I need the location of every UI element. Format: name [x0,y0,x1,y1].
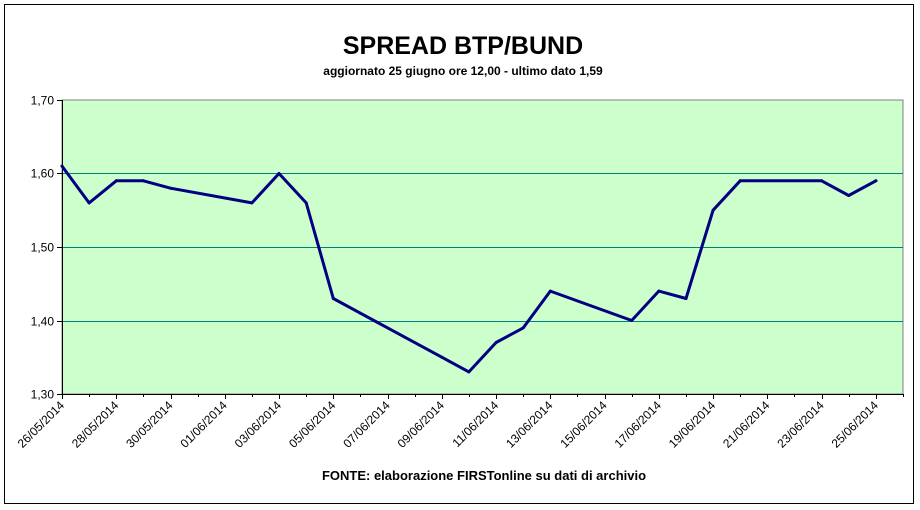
x-tick-label: 13/06/2014 [503,398,556,451]
data-point [738,179,742,183]
y-tick-label: 1,40 [31,315,55,329]
x-tick-label: 05/06/2014 [286,398,339,451]
data-point [684,297,688,300]
data-point [494,341,498,344]
x-tick-label: 21/06/2014 [720,398,773,451]
data-point [331,297,335,300]
y-axis: 1,70 1,60 1,50 1,40 1,30 [31,94,63,402]
data-point [847,194,851,197]
x-axis: 26/05/2014 28/05/2014 30/05/2014 01/06/2014… [15,394,904,451]
x-tick-label: 19/06/2014 [666,398,719,451]
x-tick-label: 01/06/2014 [178,398,231,451]
data-point [87,201,91,205]
data-point [358,311,362,315]
x-tick-label: 23/06/2014 [774,398,827,451]
chart-source: FONTE: elaborazione FIRSTonline su dati … [322,468,646,483]
data-point [169,186,172,190]
data-point [874,179,878,183]
data-point [277,172,281,175]
x-tick-label: 26/05/2014 [15,398,68,451]
data-point [467,370,471,374]
data-point [548,289,552,293]
data-point [630,319,634,322]
chart-subtitle: aggiornato 25 giugno ore 12,00 - ultimo … [323,64,603,78]
data-point [304,201,308,205]
plot-area [61,99,904,395]
data-point [440,355,444,359]
data-point [657,289,661,293]
data-point [114,179,118,183]
x-tick-label: 11/06/2014 [449,398,501,450]
y-tick-label: 1,70 [31,94,55,108]
x-tick-label: 25/06/2014 [829,398,882,451]
data-point [250,201,254,205]
data-point [711,208,715,212]
y-tick-label: 1,30 [31,388,55,402]
x-tick-label: 03/06/2014 [232,398,285,451]
x-tick-label: 30/05/2014 [123,398,176,451]
data-point [521,326,525,330]
x-tick-label: 09/06/2014 [395,398,448,451]
data-point [820,179,824,183]
chart-title: SPREAD BTP/BUND [343,32,583,60]
x-tick-label: 15/06/2014 [557,398,610,451]
data-point [141,179,145,183]
x-tick-label: 07/06/2014 [340,398,393,451]
x-tick-label: 17/06/2014 [612,398,665,451]
series-group [60,164,878,374]
y-tick-label: 1,50 [31,241,55,255]
data-point [60,164,64,168]
x-tick-label: 28/05/2014 [69,398,122,451]
y-tick-label: 1,60 [31,167,55,181]
